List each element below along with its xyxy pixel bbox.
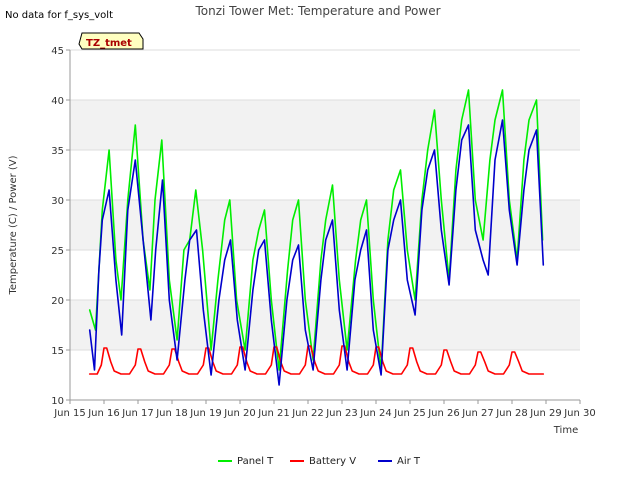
y-axis-label: Temperature (C) / Power (V) [8, 155, 19, 295]
series-line-panel-t [88, 89, 544, 371]
x-tick-label: Jun 22 [291, 408, 324, 419]
y-tick-label: 25 [51, 246, 64, 257]
x-tick-label: Jun 19 [189, 408, 222, 419]
x-tick-label: Jun 24 [359, 408, 392, 419]
chart-title: Tonzi Tower Met: Temperature and Power [194, 4, 440, 18]
legend-label-air-t: Air T [397, 456, 421, 467]
x-tick-label: Jun 29 [529, 408, 562, 419]
y-tick-label: 40 [51, 96, 64, 107]
x-tick-label: Jun 30 [563, 408, 596, 419]
y-tick-label: 10 [51, 396, 64, 407]
legend-label-battery-v: Battery V [309, 456, 356, 467]
y-axis: 10 15 20 25 30 35 40 45 [51, 46, 71, 407]
x-axis-label: Time [553, 425, 578, 436]
x-axis: Jun 15 Jun 16 Jun 17 Jun 18 Jun 19 Jun 20 Jun … [53, 399, 596, 419]
x-tick-label: Jun 17 [121, 408, 154, 419]
legend: Panel T Battery V Air T [218, 456, 421, 467]
series-line-battery-v [88, 345, 545, 375]
site-badge-label: TZ_tmet [86, 38, 132, 49]
x-tick-label: Jun 28 [495, 408, 528, 419]
x-tick-label: Jun 25 [393, 408, 426, 419]
x-tick-label: Jun 18 [155, 408, 188, 419]
x-tick-label: Jun 21 [257, 408, 290, 419]
legend-label-panel-t: Panel T [237, 456, 274, 467]
series-line-air-t [88, 119, 545, 386]
site-badge-box [78, 32, 144, 50]
y-tick-label: 20 [51, 296, 64, 307]
y-tick-label: 35 [51, 146, 64, 157]
y-tick-label: 45 [51, 46, 64, 57]
site-badge: TZ_tmet [78, 32, 144, 50]
y-tick-label: 30 [51, 196, 64, 207]
x-tick-label: Jun 16 [87, 408, 120, 419]
background-band [70, 300, 580, 350]
series-layer [88, 89, 545, 386]
no-data-message: No data for f_sys_volt [5, 10, 113, 21]
x-tick-label: Jun 26 [427, 408, 460, 419]
x-tick-label: Jun 15 [53, 408, 86, 419]
x-tick-label: Jun 20 [223, 408, 256, 419]
y-tick-label: 15 [51, 346, 64, 357]
x-tick-label: Jun 27 [461, 408, 494, 419]
x-tick-label: Jun 23 [325, 408, 358, 419]
